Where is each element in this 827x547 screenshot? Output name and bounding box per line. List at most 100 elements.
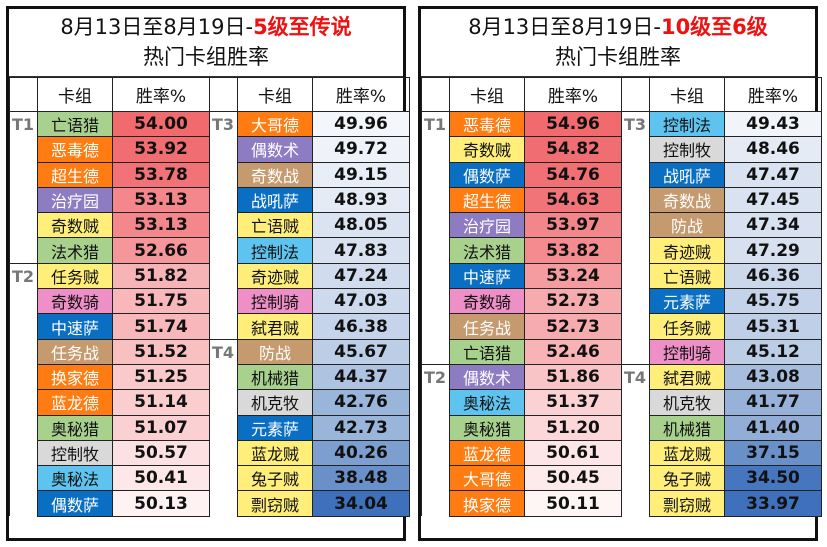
deck-name: 偶数萨 <box>449 161 525 188</box>
table-row: 任务战 52.73 任务贼 45.31 <box>421 313 822 340</box>
tier-label <box>9 490 38 517</box>
deck-name: 战吼萨 <box>237 186 313 214</box>
deck-name: 剽窃贼 <box>649 490 725 517</box>
win-rate: 54.00 <box>112 110 210 138</box>
table-row: 换家德 51.25 机械猎 44.37 <box>9 363 410 391</box>
win-rate: 51.25 <box>112 363 210 391</box>
panel-title: 8月13日至8月19日-10级至6级 热门卡组胜率 <box>421 9 815 77</box>
win-rate: 48.93 <box>312 186 410 214</box>
table-row: 奥秘猎 51.07 元素萨 42.73 <box>9 414 410 441</box>
win-rate: 47.34 <box>724 212 822 239</box>
deck-name: 蓝龙贼 <box>649 439 725 467</box>
tier-label <box>621 339 650 365</box>
win-rate: 51.20 <box>524 414 622 441</box>
win-rate: 34.50 <box>724 465 822 492</box>
table-row: 法术猎 52.66 控制法 47.83 <box>9 237 410 264</box>
table-row: 大哥德 50.45 兔子贼 34.50 <box>421 465 822 492</box>
deck-name: 控制法 <box>237 237 313 264</box>
tier-label <box>209 212 238 238</box>
tier-label <box>621 415 650 441</box>
win-rate: 42.73 <box>312 414 410 441</box>
win-rate: 50.45 <box>524 465 622 492</box>
deck-name: 奇数贼 <box>37 212 113 239</box>
tier-label <box>421 465 450 491</box>
tier-label: T1 <box>9 110 38 137</box>
deck-name: 偶数萨 <box>37 490 113 517</box>
deck-name: 治疗园 <box>37 186 113 214</box>
deck-name: 机械猎 <box>237 363 313 391</box>
table-row: 中速萨 53.24 亡语贼 46.36 <box>421 262 822 290</box>
win-rate: 54.76 <box>524 161 622 188</box>
tier-label <box>9 339 38 365</box>
deck-name: 大哥德 <box>237 110 313 138</box>
win-rate: 50.41 <box>112 465 210 492</box>
table-row: 蓝龙德 50.61 蓝龙贼 37.15 <box>421 439 822 467</box>
header-tier <box>621 77 650 112</box>
tier-label <box>621 136 650 163</box>
table-row: 奇数贼 54.82 控制牧 48.46 <box>421 136 822 163</box>
win-rate: 34.04 <box>312 490 410 517</box>
tier-label <box>621 490 650 517</box>
title-subtitle: 热门卡组胜率 <box>555 45 681 69</box>
deck-name: 蓝龙德 <box>37 389 113 416</box>
table-row: 治疗园 53.13 战吼萨 48.93 <box>9 186 410 214</box>
tier-label: T3 <box>621 110 650 137</box>
header-deck: 卡组 <box>37 77 113 112</box>
deck-name: 奥秘法 <box>449 389 525 416</box>
tier-label <box>209 389 238 416</box>
deck-name: 法术猎 <box>37 237 113 264</box>
table-row: 蓝龙德 51.14 机克牧 42.76 <box>9 389 410 416</box>
table-row: 奥秘猎 51.20 机械猎 41.40 <box>421 414 822 441</box>
win-rate: 53.82 <box>524 237 622 264</box>
tier-label <box>621 187 650 213</box>
tier-label <box>421 136 450 163</box>
table-row: T1 亡语猎 54.00 T3 大哥德 49.96 <box>9 110 410 138</box>
tier-label <box>209 187 238 213</box>
tier-label <box>9 364 38 390</box>
tier-label <box>209 364 238 390</box>
deck-name: 防战 <box>649 212 725 239</box>
deck-name: 任务战 <box>449 313 525 340</box>
tier-label <box>421 339 450 365</box>
tier-label <box>621 389 650 416</box>
tier-label: T1 <box>421 110 450 137</box>
tier-label <box>421 237 450 264</box>
deck-name: 任务贼 <box>649 313 725 340</box>
deck-name: 偶数术 <box>237 136 313 163</box>
tier-label <box>9 237 38 264</box>
win-rate: 54.82 <box>524 136 622 163</box>
tier-label <box>421 212 450 238</box>
win-rate: 47.24 <box>312 262 410 290</box>
win-rate: 52.73 <box>524 313 622 340</box>
win-rate: 45.31 <box>724 313 822 340</box>
deck-name: 超生德 <box>37 161 113 188</box>
deck-name: 换家德 <box>449 490 525 517</box>
win-rate: 51.37 <box>524 389 622 416</box>
deck-name: 中速萨 <box>449 262 525 290</box>
table-row: 亡语猎 52.46 控制骑 45.12 <box>421 338 822 365</box>
win-rate: 47.03 <box>312 288 410 315</box>
tier-label <box>421 490 450 517</box>
deck-name: 亡语猎 <box>37 110 113 138</box>
deck-name: 任务战 <box>37 338 113 365</box>
tier-label <box>9 440 38 466</box>
win-rate: 52.46 <box>524 338 622 365</box>
deck-name: 任务贼 <box>37 262 113 290</box>
title-rank-range: 10级至6级 <box>660 15 768 39</box>
deck-name: 机克牧 <box>237 389 313 416</box>
win-rate: 50.13 <box>112 490 210 517</box>
win-rate: 45.67 <box>312 338 410 365</box>
tier-label <box>9 136 38 163</box>
tier-label <box>621 288 650 314</box>
title-rank-range: 5级至传说 <box>253 15 352 39</box>
header-deck: 卡组 <box>649 77 725 112</box>
deck-name: 奇数战 <box>237 161 313 188</box>
win-rate: 53.13 <box>112 186 210 214</box>
win-rate: 49.96 <box>312 110 410 138</box>
tier-label <box>209 465 238 491</box>
title-line1: 8月13日至8月19日-10级至6级 <box>421 9 815 42</box>
deck-name: 机克牧 <box>649 389 725 416</box>
tier-label <box>421 187 450 213</box>
win-rate: 48.46 <box>724 136 822 163</box>
tier-label <box>209 415 238 441</box>
